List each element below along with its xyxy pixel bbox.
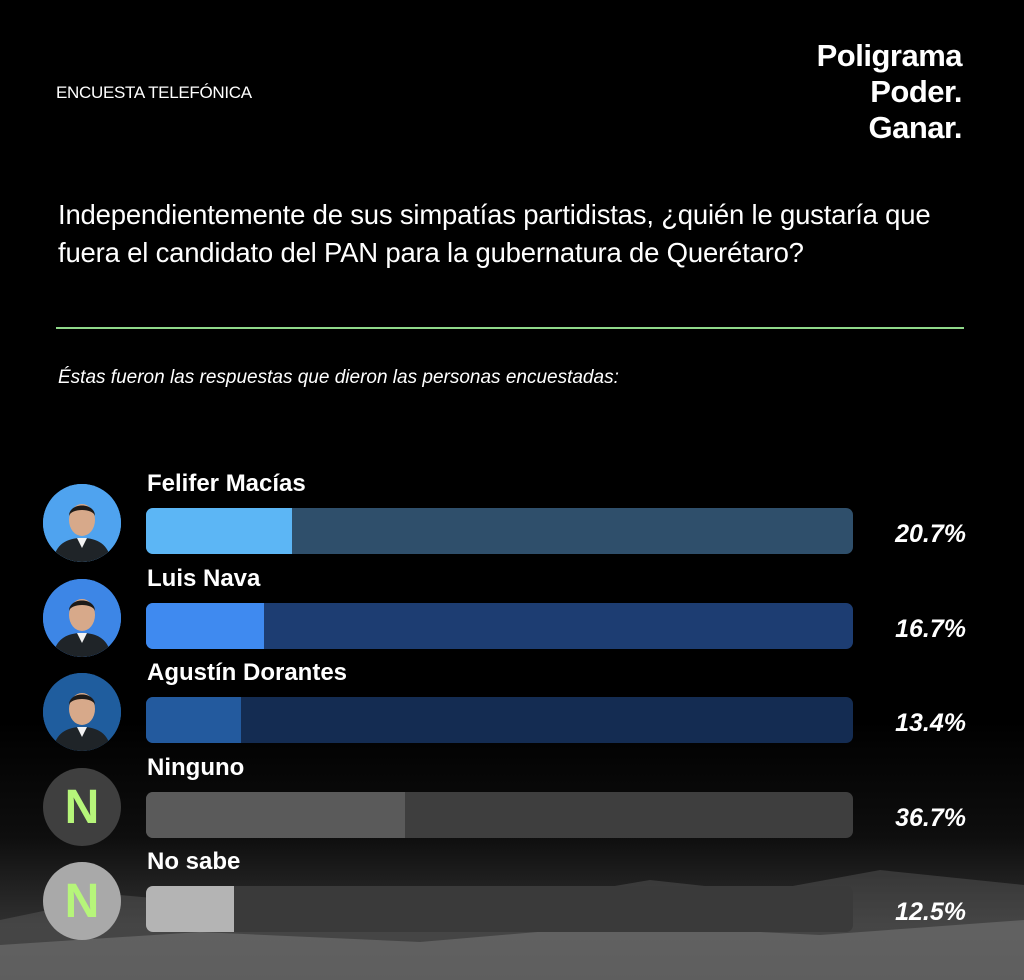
- bar-track: [146, 603, 853, 649]
- letter-avatar: N: [43, 862, 121, 940]
- bar: [146, 792, 405, 838]
- candidate-photo-icon: [43, 579, 121, 657]
- value-label: 12.5%: [895, 898, 966, 926]
- bar: [146, 886, 234, 932]
- value-label: 20.7%: [895, 520, 966, 548]
- bar: [146, 603, 264, 649]
- brand-logo: Poligrama Poder. Ganar.: [816, 38, 963, 146]
- category-label: Ninguno: [147, 754, 245, 781]
- survey-question: Independientemente de sus simpatías part…: [58, 199, 931, 268]
- value-label: 13.4%: [895, 709, 966, 737]
- category-label: Felifer Macías: [147, 470, 306, 497]
- chart-row: N No sabe 12.5%: [0, 848, 1024, 944]
- bar-track: [146, 508, 853, 554]
- bar-track: [146, 792, 853, 838]
- brand-line-1: Poligrama: [816, 38, 963, 73]
- letter-avatar: N: [43, 768, 121, 846]
- bar: [146, 508, 292, 554]
- avatar-letter: N: [64, 874, 100, 928]
- chart-row: Luis Nava 16.7%: [0, 565, 1024, 661]
- category-label: Luis Nava: [147, 565, 261, 592]
- bar-track: [146, 886, 853, 932]
- survey-type-label: ENCUESTA TELEFÓNICA: [56, 83, 252, 102]
- value-label: 36.7%: [895, 804, 966, 832]
- divider: [56, 327, 964, 329]
- bar-track: [146, 697, 853, 743]
- avatar-letter: N: [64, 780, 100, 834]
- brand-line-2: Poder.: [870, 74, 962, 109]
- brand-line-3: Ganar.: [868, 110, 963, 145]
- chart-row: Felifer Macías 20.7%: [0, 470, 1024, 566]
- chart-row: N Ninguno 36.7%: [0, 754, 1024, 850]
- chart-row: Agustín Dorantes 13.4%: [0, 659, 1024, 755]
- category-label: No sabe: [147, 848, 241, 875]
- candidate-photo-icon: [43, 484, 121, 562]
- category-label: Agustín Dorantes: [147, 659, 348, 686]
- value-label: 16.7%: [895, 615, 966, 643]
- bar: [146, 697, 241, 743]
- chart-subtitle: Éstas fueron las respuestas que dieron l…: [58, 367, 619, 388]
- candidate-photo-icon: [43, 673, 121, 751]
